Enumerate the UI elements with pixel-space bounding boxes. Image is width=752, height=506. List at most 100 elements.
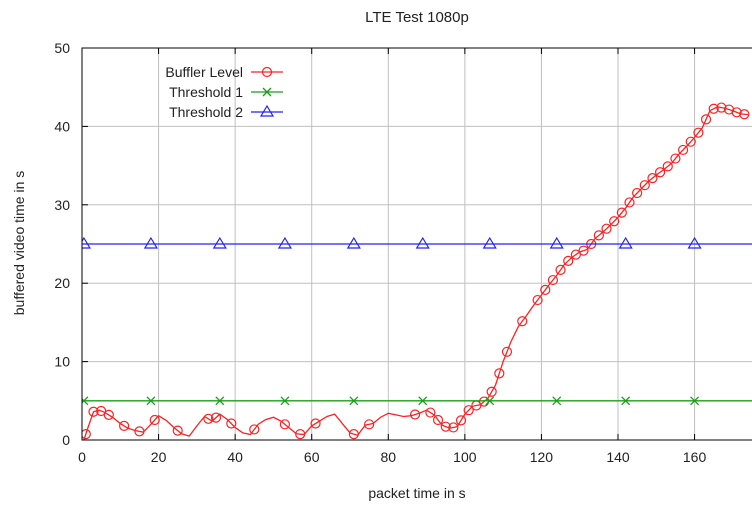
series-marker <box>486 386 497 397</box>
series-marker <box>621 396 631 406</box>
x-tick-label: 60 <box>304 449 320 465</box>
series-marker <box>685 136 696 147</box>
y-tick-label: 10 <box>54 354 70 370</box>
series-line <box>83 106 749 441</box>
series-marker <box>662 161 673 172</box>
series-marker <box>670 153 681 164</box>
series-marker <box>517 316 528 327</box>
y-tick-label: 0 <box>62 432 70 448</box>
series-marker <box>690 396 700 406</box>
series-marker <box>716 102 727 113</box>
series-marker <box>143 236 158 249</box>
series-marker <box>655 167 666 178</box>
series-2 <box>82 236 752 249</box>
series-marker <box>639 180 650 191</box>
series-marker <box>409 409 421 420</box>
series-marker-stroke <box>621 396 631 406</box>
series-marker <box>418 396 428 406</box>
x-tick-label: 0 <box>78 449 86 465</box>
x-axis-title: packet time in s <box>368 485 465 501</box>
series-marker-stroke <box>215 396 225 406</box>
plot-series <box>82 102 752 441</box>
legend-marker <box>259 104 275 117</box>
series-marker-stroke <box>485 396 495 406</box>
series-marker <box>172 425 183 436</box>
legend-label: Threshold 2 <box>169 104 243 120</box>
series-marker <box>482 236 497 249</box>
series-marker <box>364 419 375 430</box>
series-marker <box>616 207 627 218</box>
series-marker <box>82 429 91 440</box>
series-marker-stroke <box>418 396 428 406</box>
series-marker-stroke <box>280 396 290 406</box>
y-tick-label: 20 <box>54 275 70 291</box>
series-marker <box>279 419 291 430</box>
series-marker <box>677 144 689 156</box>
x-tick-label: 100 <box>453 449 477 465</box>
series-marker <box>277 236 292 249</box>
series-marker <box>134 426 145 437</box>
series-marker <box>485 396 495 406</box>
x-tick-label: 40 <box>227 449 243 465</box>
legend: Buffler Level Threshold 1 Threshold 2 <box>165 64 283 120</box>
series-marker <box>593 230 604 241</box>
series-marker <box>146 396 156 406</box>
series-marker <box>563 255 574 266</box>
series-1 <box>82 396 752 406</box>
x-tick-label: 80 <box>380 449 396 465</box>
series-marker <box>578 245 589 256</box>
series-marker <box>455 415 467 426</box>
series-marker <box>601 223 612 234</box>
x-tick-label: 140 <box>606 449 630 465</box>
series-marker <box>295 429 306 440</box>
series-marker <box>280 396 290 406</box>
series-marker <box>609 216 620 227</box>
plot-frame <box>81 47 752 441</box>
series-marker <box>119 420 130 431</box>
series-marker <box>552 396 562 406</box>
series-marker <box>494 368 505 379</box>
series-marker <box>700 114 712 125</box>
legend-label: Buffler Level <box>165 64 243 80</box>
series-marker <box>647 173 658 184</box>
y-axis-title: buffered video time in s <box>11 171 27 316</box>
y-tick-label: 50 <box>54 40 70 56</box>
y-tick-label: 30 <box>54 197 70 213</box>
series-marker-stroke <box>690 396 700 406</box>
series-marker <box>693 127 704 138</box>
series-marker-stroke <box>349 396 359 406</box>
series-marker <box>348 429 359 440</box>
series-marker <box>549 236 564 249</box>
series-marker <box>555 264 566 275</box>
series-marker-stroke <box>82 396 89 404</box>
x-tick-label: 120 <box>530 449 554 465</box>
chart-title: LTE Test 1080p <box>365 9 469 26</box>
series-marker <box>432 414 444 426</box>
series-marker <box>448 422 459 433</box>
series-marker <box>440 421 451 432</box>
legend-marker-stroke <box>262 87 272 97</box>
series-marker <box>415 236 430 249</box>
series-marker <box>632 187 643 199</box>
series-marker <box>618 236 633 249</box>
x-tick-label: 160 <box>683 449 707 465</box>
series-marker <box>540 284 551 295</box>
series-marker <box>346 236 361 249</box>
series-marker <box>210 412 222 423</box>
series-marker <box>82 396 89 406</box>
series-marker <box>88 406 99 417</box>
series-marker <box>349 396 359 406</box>
series-marker <box>82 236 91 249</box>
series-marker-stroke <box>552 396 562 406</box>
series-marker <box>215 396 225 406</box>
series-marker <box>203 413 214 424</box>
series-marker <box>624 197 635 208</box>
series-0 <box>82 102 750 441</box>
series-marker <box>731 107 742 118</box>
series-marker <box>425 407 436 418</box>
series-marker-stroke <box>146 396 156 406</box>
series-marker <box>501 346 513 357</box>
series-marker <box>310 418 321 429</box>
series-marker <box>687 236 702 249</box>
